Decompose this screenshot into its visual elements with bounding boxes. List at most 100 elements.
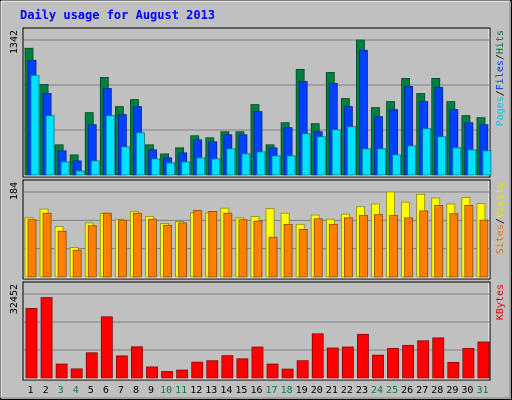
bar-sites-day-22 — [343, 217, 353, 278]
legend-sites: Sites — [495, 224, 506, 254]
bar-sites-day-10 — [163, 224, 172, 278]
bar-sites-day-1 — [27, 219, 37, 278]
bar-pages-day-11 — [181, 161, 191, 176]
bar-kbytes-day-2 — [40, 297, 53, 379]
bar-kbytes-day-6 — [100, 316, 113, 379]
bar-sites-day-17 — [268, 236, 278, 278]
bar-sites-day-8 — [133, 212, 142, 278]
day-label-28: 28 — [431, 385, 443, 396]
bar-pages-day-10 — [166, 162, 175, 176]
day-label-11: 11 — [175, 385, 187, 396]
panel-visits: 184 — [9, 179, 491, 280]
bar-sites-day-5 — [87, 225, 97, 278]
day-label-9: 9 — [148, 385, 154, 396]
bar-kbytes-day-21 — [326, 347, 339, 379]
bar-sites-day-13 — [208, 211, 218, 278]
bar-pages-day-1 — [30, 75, 40, 176]
day-label-27: 27 — [416, 385, 428, 396]
day-label-12: 12 — [190, 385, 202, 396]
day-label-20: 20 — [311, 385, 323, 396]
bar-pages-day-9 — [151, 158, 160, 176]
bar-pages-day-27 — [422, 128, 432, 176]
day-label-5: 5 — [88, 385, 94, 396]
bar-sites-day-15 — [238, 219, 248, 278]
bar-pages-day-8 — [136, 132, 145, 176]
legend-kbytes: KBytes — [495, 284, 506, 320]
bar-pages-day-20 — [316, 136, 326, 176]
chart-panels: 1342 184 32452 — [9, 27, 492, 381]
panel-hits: 1342 — [9, 27, 492, 178]
bar-pages-day-14 — [226, 148, 236, 176]
bar-kbytes-day-7 — [115, 355, 128, 379]
bar-kbytes-day-9 — [146, 366, 158, 379]
bar-kbytes-day-29 — [447, 361, 460, 379]
bar-sites-day-11 — [178, 222, 188, 278]
bar-pages-day-25 — [392, 154, 401, 176]
bar-pages-day-23 — [362, 148, 371, 176]
bar-kbytes-day-3 — [55, 363, 68, 379]
panel-hits-max-label: 1342 — [9, 30, 20, 54]
bar-sites-day-2 — [42, 212, 52, 278]
legend-separator: / — [495, 90, 506, 96]
day-label-4: 4 — [73, 385, 79, 396]
day-label-22: 22 — [341, 385, 353, 396]
bar-kbytes-day-14 — [221, 355, 234, 379]
bar-pages-day-4 — [75, 170, 85, 176]
bar-kbytes-day-26 — [402, 344, 415, 379]
bar-kbytes-day-25 — [387, 348, 399, 379]
bar-pages-day-18 — [286, 155, 296, 176]
bar-kbytes-day-22 — [341, 346, 354, 379]
bar-sites-day-14 — [223, 212, 233, 278]
bar-kbytes-day-5 — [85, 352, 98, 379]
day-labels: 1 2 3 4 5 6 7 8 9 10 11 12 13 14 15 16 17 18 19 20 21 22 23 24 2… — [28, 385, 489, 396]
day-label-10: 10 — [160, 385, 172, 396]
bar-kbytes-day-10 — [161, 371, 173, 379]
bar-pages-day-3 — [60, 161, 70, 176]
bar-pages-day-12 — [196, 157, 206, 176]
bar-sites-day-31 — [479, 219, 489, 278]
bar-pages-day-19 — [301, 133, 311, 176]
bar-kbytes-day-8 — [131, 346, 143, 379]
bar-sites-day-26 — [404, 217, 414, 278]
bar-kbytes-day-19 — [296, 360, 309, 379]
legend-separator: / — [495, 54, 506, 60]
bar-kbytes-day-15 — [236, 358, 249, 379]
bar-sites-day-27 — [419, 210, 429, 278]
bar-pages-day-6 — [105, 115, 115, 176]
bar-pages-day-2 — [45, 115, 55, 176]
bar-pages-day-29 — [452, 147, 462, 176]
panel-visits-max-label: 184 — [9, 182, 20, 200]
bar-kbytes-day-18 — [281, 368, 294, 379]
day-label-7: 7 — [118, 385, 124, 396]
bar-sites-day-4 — [72, 249, 82, 278]
bar-sites-day-7 — [117, 219, 127, 278]
bar-sites-day-24 — [374, 214, 383, 278]
day-label-30: 30 — [461, 385, 473, 396]
day-label-2: 2 — [43, 385, 49, 396]
bar-sites-day-28 — [434, 204, 444, 278]
bar-sites-day-21 — [328, 223, 338, 278]
bar-pages-day-13 — [211, 158, 221, 176]
bar-sites-day-12 — [193, 210, 203, 278]
day-label-17: 17 — [266, 385, 278, 396]
legend-hits: Hits — [495, 30, 506, 54]
bar-kbytes-day-24 — [372, 354, 384, 379]
bar-kbytes-day-1 — [25, 307, 38, 379]
bar-kbytes-day-13 — [206, 360, 219, 379]
day-label-29: 29 — [446, 385, 458, 396]
panel-kbytes: 32452 — [9, 281, 491, 381]
bar-pages-day-30 — [467, 149, 477, 176]
day-label-16: 16 — [250, 385, 262, 396]
chart-title: Daily usage for August 2013 — [20, 8, 215, 22]
bar-sites-day-20 — [313, 218, 323, 278]
bar-kbytes-day-20 — [311, 333, 324, 379]
bar-pages-day-28 — [437, 136, 447, 176]
bar-kbytes-day-30 — [462, 348, 475, 379]
bar-pages-day-21 — [331, 129, 341, 176]
bar-sites-day-19 — [298, 229, 308, 278]
bar-kbytes-day-4 — [70, 368, 83, 379]
panel-visits-legend: Sites/Visits — [495, 182, 506, 254]
bar-pages-day-26 — [407, 145, 417, 176]
